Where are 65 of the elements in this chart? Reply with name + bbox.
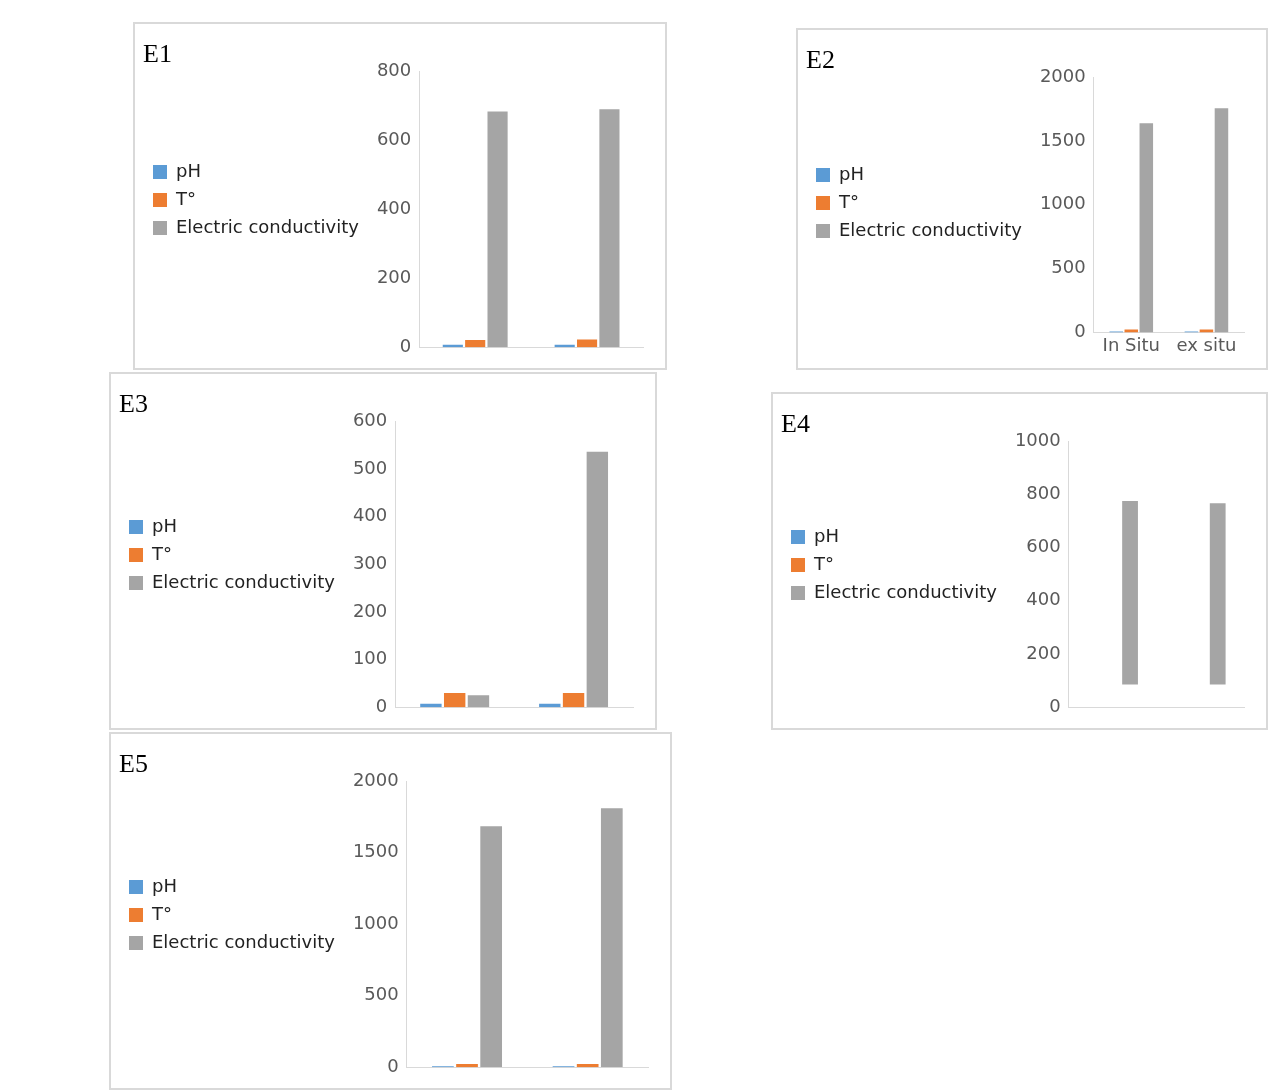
legend-label: Electric conductivity xyxy=(839,218,1023,240)
bar xyxy=(487,111,508,348)
y-tick-label: 400 xyxy=(376,196,412,218)
y-tick-label: 1500 xyxy=(352,840,399,862)
legend-label: pH xyxy=(152,514,177,536)
bar xyxy=(465,339,486,348)
y-tick-label: 500 xyxy=(352,456,388,478)
y-tick-label: 0 xyxy=(375,694,388,716)
y-tick-label: 200 xyxy=(1026,641,1061,663)
x-tick-label: In Situ xyxy=(1102,333,1160,355)
bar xyxy=(1139,123,1154,333)
legend-label: Electric conductivity xyxy=(152,570,336,592)
y-tick-label: 0 xyxy=(1049,694,1061,716)
bar xyxy=(1214,108,1229,333)
y-tick-label: 1000 xyxy=(1014,428,1061,450)
y-tick-label: 600 xyxy=(376,127,412,149)
bar xyxy=(576,1064,599,1068)
legend-label: T° xyxy=(175,187,196,209)
legend-label: pH xyxy=(814,524,839,546)
y-tick-label: 1000 xyxy=(1039,192,1086,214)
bar xyxy=(586,451,609,708)
y-tick-label: 100 xyxy=(352,647,388,669)
text: E2 xyxy=(806,45,835,75)
bar xyxy=(562,692,585,708)
y-tick-label: 1500 xyxy=(1039,128,1086,150)
y-tick-label: 600 xyxy=(352,408,388,430)
y-tick-label: 600 xyxy=(1026,535,1061,557)
y-tick-label: 0 xyxy=(1074,320,1086,342)
text: E3 xyxy=(119,389,148,419)
text: E1 xyxy=(143,39,172,69)
bar xyxy=(456,1064,478,1068)
legend-label: T° xyxy=(151,902,172,924)
bar xyxy=(420,703,442,708)
y-tick-label: 800 xyxy=(376,58,412,80)
legend-label: Electric conductivity xyxy=(176,215,360,237)
y-tick-label: 400 xyxy=(352,504,388,526)
y-tick-label: 500 xyxy=(364,983,399,1005)
y-tick-label: 2000 xyxy=(352,768,399,790)
y-tick-label: 200 xyxy=(376,265,412,287)
text: E4 xyxy=(781,409,810,439)
y-tick-label: 2000 xyxy=(1039,64,1086,86)
y-tick-label: 400 xyxy=(1026,588,1061,610)
y-tick-label: 200 xyxy=(352,599,388,621)
y-tick-label: 800 xyxy=(1026,482,1061,504)
bar xyxy=(467,695,490,708)
legend-label: pH xyxy=(152,874,177,896)
bar xyxy=(599,109,620,348)
legend-label: pH xyxy=(839,162,864,184)
y-tick-label: 300 xyxy=(352,551,388,573)
bar xyxy=(576,339,598,348)
legend-label: Electric conductivity xyxy=(152,930,336,952)
x-tick-label: ex situ xyxy=(1176,333,1237,355)
legend-label: T° xyxy=(813,552,834,574)
bar xyxy=(600,808,623,1068)
legend-label: pH xyxy=(176,159,201,181)
legend-label: Electric conductivity xyxy=(814,580,998,602)
y-tick-label: 500 xyxy=(1051,256,1086,278)
y-tick-label: 1000 xyxy=(352,911,399,933)
legend-label: T° xyxy=(838,190,859,212)
y-tick-label: 0 xyxy=(387,1054,399,1076)
y-tick-label: 0 xyxy=(399,334,412,356)
legend-label: T° xyxy=(151,542,172,564)
text: E5 xyxy=(119,749,148,779)
bar xyxy=(480,826,503,1068)
bar xyxy=(443,692,466,708)
